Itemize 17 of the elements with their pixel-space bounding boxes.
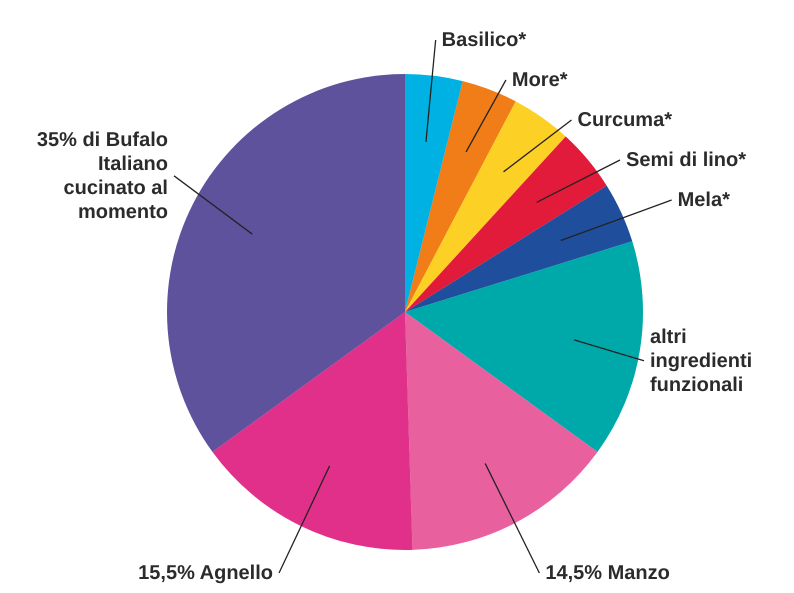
slice-label: Semi di lino* [626,149,746,171]
pie-slice [405,74,463,312]
slice-label: Curcuma* [578,109,672,131]
slice-label: Basilico* [442,29,526,51]
slice-label: 15,5% Agnello [138,562,274,584]
slice-label: Mela* [678,189,730,211]
slice-label: altri ingredienti funzionali [650,326,752,396]
slice-label: 35% di Bufalo Italiano cucinato al momento [36,128,168,223]
pie-slice [405,136,607,312]
pie-slice [405,312,598,550]
slice-label: 14,5% Manzo [545,562,670,584]
pie-slice [405,241,643,452]
pie-slice [212,312,412,550]
pie-slice [167,74,405,452]
slice-label: More* [512,69,568,91]
pie-slice [405,186,632,312]
pie-slice [405,101,566,312]
